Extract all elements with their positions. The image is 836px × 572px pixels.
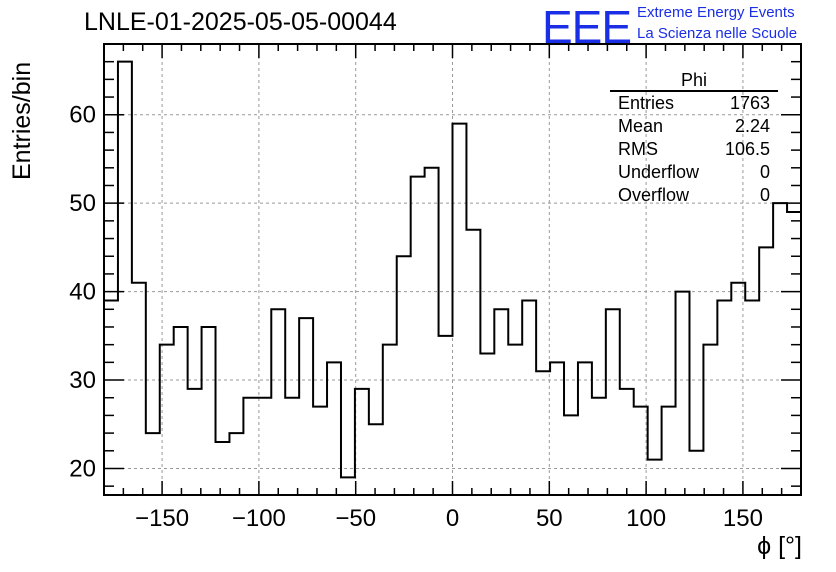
x-tick-label: 100 xyxy=(626,505,666,532)
stats-value: 106.5 xyxy=(724,139,770,159)
stats-label: Overflow xyxy=(618,185,690,205)
x-tick-label: −50 xyxy=(335,505,376,532)
plot-frame xyxy=(103,43,802,496)
x-axis-label: ϕ [°] xyxy=(757,532,802,560)
x-tick-label: −100 xyxy=(232,505,286,532)
stats-label: RMS xyxy=(618,139,658,159)
y-axis-label: Entries/bin xyxy=(8,61,36,180)
logo-line-1: Extreme Energy Events xyxy=(637,4,795,21)
stats-value: 0 xyxy=(759,185,770,205)
stats-row: Overflow 0 xyxy=(610,184,778,207)
y-tick-label: 40 xyxy=(69,279,96,306)
stats-row: Mean 2.24 xyxy=(610,115,778,138)
histogram-line xyxy=(104,60,801,479)
y-tick-label: 60 xyxy=(69,102,96,129)
chart-title: LNLE-01-2025-05-05-00044 xyxy=(84,8,397,36)
stats-row: RMS 106.5 xyxy=(610,138,778,161)
y-tick-label: 30 xyxy=(69,367,96,394)
y-tick-label: 50 xyxy=(69,190,96,217)
x-tick-label: 50 xyxy=(536,505,563,532)
stats-value: 1763 xyxy=(729,93,770,113)
y-tick-label: 20 xyxy=(69,455,96,482)
stats-row: Underflow 0 xyxy=(610,161,778,184)
stats-box: Phi Entries 1763 Mean 2.24 RMS 106.5 Und… xyxy=(610,70,778,207)
logo-line-2: La Scienza nelle Scuole xyxy=(637,25,798,42)
stats-title: Phi xyxy=(610,70,778,92)
stats-label: Entries xyxy=(618,93,675,113)
axis-ticks: −150 −100 −50 0 50 100 150 20 30 40 50 60 xyxy=(69,43,801,532)
stats-label: Underflow xyxy=(618,162,700,182)
stats-value: 0 xyxy=(759,162,770,182)
eee-logo: EEE xyxy=(542,1,632,53)
stats-row: Entries 1763 xyxy=(610,92,778,115)
x-tick-label: −150 xyxy=(135,505,189,532)
x-tick-label: 0 xyxy=(446,505,459,532)
stats-label: Mean xyxy=(618,116,664,136)
x-tick-label: 150 xyxy=(723,505,763,532)
stats-value: 2.24 xyxy=(734,116,770,136)
